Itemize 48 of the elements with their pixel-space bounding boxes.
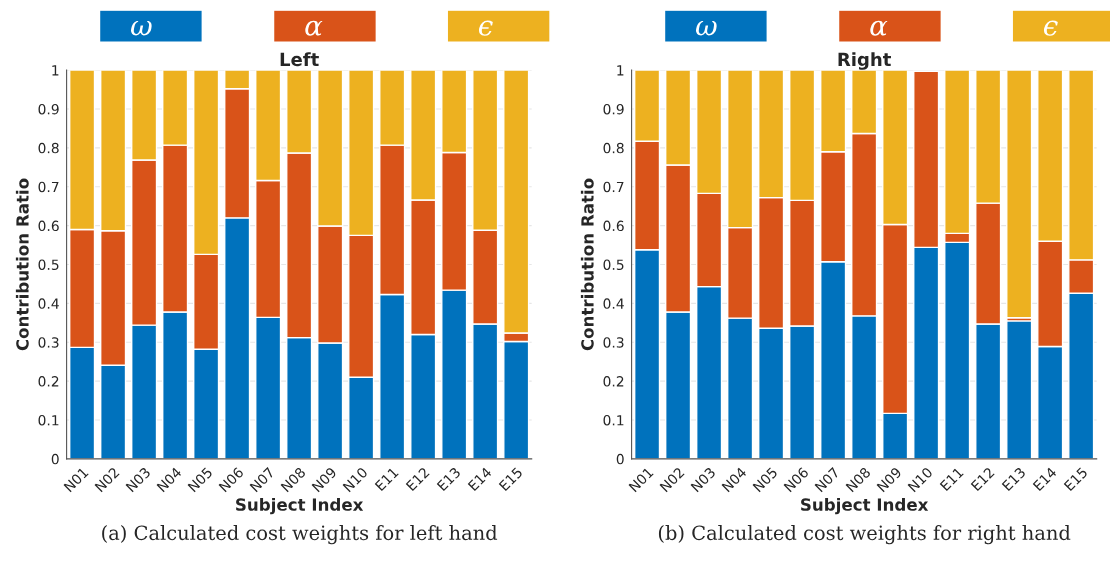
text: ω [695, 21, 717, 36]
y-tick-label: 0.8 [38, 142, 59, 154]
x-axis-title: Subject Index [236, 497, 364, 515]
y-tick-label: 0.5 [38, 259, 59, 270]
y-tick-label: 0.9 [38, 103, 59, 115]
y-tick-label: 0.9 [603, 103, 624, 115]
y-axis-title: Contribution Ratio [580, 178, 594, 351]
y-tick-label: 0.6 [603, 220, 624, 232]
y-tick-label: 1 [52, 65, 59, 76]
y-tick-label: 0.2 [38, 376, 59, 387]
y-tick-label: 0 [51, 453, 59, 465]
x-tick-label: E14 [467, 466, 493, 492]
x-tick-label: N01 [628, 466, 654, 493]
x-tick-label: E13 [436, 466, 461, 492]
x-axis-title: Subject Index [801, 497, 929, 515]
y-tick-label: 0.4 [38, 298, 59, 309]
x-tick-label: E13 [1001, 466, 1026, 492]
x-tick-label: N01 [63, 466, 89, 493]
chart-title: Left [280, 52, 319, 67]
y-tick-label: 0.3 [38, 337, 59, 348]
text: α [305, 20, 323, 36]
y-tick-label: 0.4 [603, 298, 624, 309]
x-tick-label: E11 [939, 467, 964, 492]
y-tick-label: 1 [617, 65, 624, 76]
series-label: α [870, 20, 888, 36]
x-tick-label: E14 [1032, 466, 1058, 492]
y-axis-title: Contribution Ratio [15, 178, 29, 351]
y-tick-label: 0.7 [38, 181, 59, 193]
series-label: ϵ [1043, 20, 1058, 36]
text: (b) Calculated cost weights for right hand [658, 525, 1071, 545]
series-label: ϵ [478, 20, 493, 36]
bar [1006, 320, 1033, 459]
x-tick-label: E12 [405, 467, 430, 492]
y-tick-label: 0.6 [38, 220, 59, 232]
text: ω [130, 21, 152, 36]
y-tick-label: 0.1 [603, 414, 624, 426]
y-tick-label: 0.7 [603, 181, 624, 193]
y-tick-label: 0.1 [38, 414, 59, 426]
y-tick-label: 0.5 [603, 259, 624, 270]
y-tick-label: 0 [616, 453, 624, 465]
x-tick-label: E11 [374, 467, 399, 492]
y-tick-label: 0.8 [603, 142, 624, 154]
text: (a) Calculated cost weights for left hand [102, 525, 498, 545]
x-tick-label: E12 [970, 467, 995, 492]
bar [1006, 70, 1033, 319]
chart-title: Right [838, 52, 891, 70]
y-tick-label: 0.2 [603, 376, 624, 387]
y-tick-label: 0.3 [603, 337, 624, 348]
